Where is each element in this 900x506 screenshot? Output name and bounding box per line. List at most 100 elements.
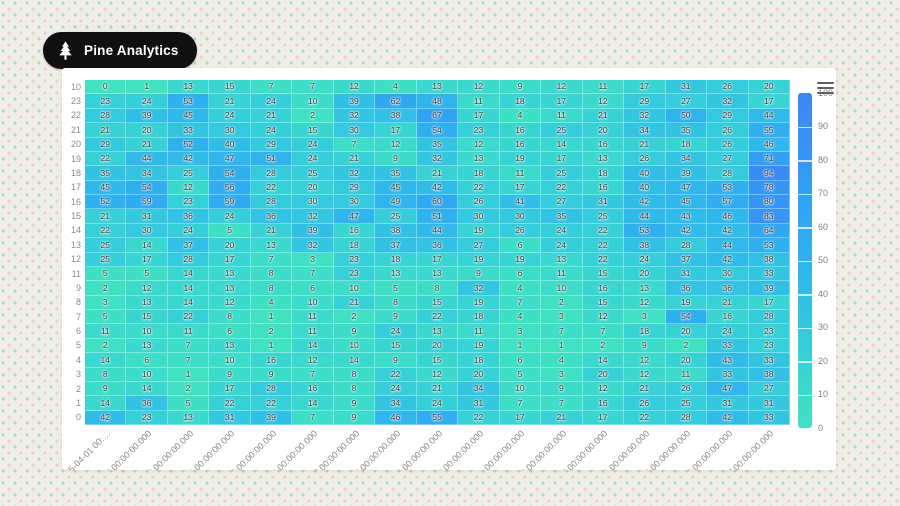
heatmap-cell[interactable]: 20: [624, 266, 666, 282]
heatmap-cell[interactable]: 22: [250, 180, 293, 195]
heatmap-cell[interactable]: 15: [416, 295, 459, 310]
heatmap-cell[interactable]: 16: [582, 180, 625, 195]
heatmap-cell[interactable]: 11: [167, 324, 210, 339]
heatmap-cell[interactable]: 42: [167, 151, 210, 167]
heatmap-cell[interactable]: 23: [85, 94, 127, 109]
heatmap-cell[interactable]: 30: [333, 123, 376, 138]
heatmap-cell[interactable]: 44: [748, 108, 790, 124]
heatmap-cell[interactable]: 25: [85, 252, 127, 267]
heatmap-cell[interactable]: 21: [416, 166, 459, 181]
heatmap-cell[interactable]: 22: [624, 410, 666, 425]
heatmap-cell[interactable]: 9: [333, 396, 376, 411]
heatmap-cell[interactable]: 22: [375, 367, 417, 382]
heatmap-cell[interactable]: 24: [541, 238, 583, 253]
heatmap-cell[interactable]: 12: [126, 281, 168, 296]
heatmap-cell[interactable]: 1: [250, 310, 293, 325]
heatmap-cell[interactable]: 54: [126, 180, 168, 195]
heatmap-cell[interactable]: 21: [250, 108, 293, 124]
heatmap-cell[interactable]: 17: [458, 108, 500, 124]
heatmap-cell[interactable]: 32: [292, 209, 334, 224]
heatmap-cell[interactable]: 34: [665, 151, 708, 167]
heatmap-cell[interactable]: 34: [624, 123, 666, 138]
heatmap-cell[interactable]: 43: [707, 353, 749, 368]
heatmap-cell[interactable]: 22: [582, 223, 625, 239]
heatmap-cell[interactable]: 1: [167, 367, 210, 382]
heatmap-cell[interactable]: 46: [707, 209, 749, 224]
heatmap-cell[interactable]: 28: [167, 252, 210, 267]
heatmap-cell[interactable]: 25: [167, 166, 210, 181]
heatmap-cell[interactable]: 18: [582, 166, 625, 181]
heatmap-cell[interactable]: 22: [458, 410, 500, 425]
heatmap-cell[interactable]: 54: [416, 123, 459, 138]
heatmap-cell[interactable]: 7: [499, 396, 542, 411]
heatmap-cell[interactable]: 2: [292, 108, 334, 124]
heatmap-cell[interactable]: 31: [665, 266, 708, 282]
heatmap-cell[interactable]: 22: [541, 180, 583, 195]
heatmap-cell[interactable]: 17: [126, 252, 168, 267]
heatmap-cell[interactable]: 39: [333, 94, 376, 109]
heatmap-cell[interactable]: 13: [458, 151, 500, 167]
heatmap-cell[interactable]: 36: [250, 209, 293, 224]
heatmap-cell[interactable]: 42: [707, 410, 749, 425]
heatmap-cell[interactable]: 1: [250, 338, 293, 354]
heatmap-cell[interactable]: 35: [85, 166, 127, 181]
heatmap-cell[interactable]: 27: [707, 151, 749, 167]
heatmap-cell[interactable]: 14: [292, 338, 334, 354]
heatmap-cell[interactable]: 12: [458, 137, 500, 152]
heatmap-cell[interactable]: 32: [416, 151, 459, 167]
heatmap-cell[interactable]: 23: [458, 123, 500, 138]
heatmap-cell[interactable]: 7: [582, 324, 625, 339]
heatmap-cell[interactable]: 13: [126, 338, 168, 354]
heatmap-cell[interactable]: 33: [167, 123, 210, 138]
heatmap-cell[interactable]: 59: [126, 195, 168, 210]
heatmap-cell[interactable]: 64: [748, 223, 790, 239]
heatmap-cell[interactable]: 8: [416, 281, 459, 296]
heatmap-cell[interactable]: 12: [375, 137, 417, 152]
heatmap-cell[interactable]: 27: [458, 238, 500, 253]
heatmap-cell[interactable]: 7: [541, 396, 583, 411]
heatmap-cell[interactable]: 83: [748, 209, 790, 224]
heatmap-cell[interactable]: 16: [499, 137, 542, 152]
heatmap-cell[interactable]: 19: [665, 295, 708, 310]
heatmap-cell[interactable]: 15: [582, 266, 625, 282]
heatmap-cell[interactable]: 3: [292, 252, 334, 267]
heatmap-cell[interactable]: 31: [209, 410, 251, 425]
heatmap-cell[interactable]: 2: [250, 324, 293, 339]
heatmap-cell[interactable]: 25: [292, 166, 334, 181]
heatmap-cell[interactable]: 8: [375, 295, 417, 310]
heatmap-cell[interactable]: 39: [250, 410, 293, 425]
heatmap-cell[interactable]: 15: [375, 338, 417, 354]
heatmap-cell[interactable]: 46: [748, 137, 790, 152]
heatmap-cell[interactable]: 45: [665, 195, 708, 210]
heatmap-cell[interactable]: 7: [499, 295, 542, 310]
heatmap-cell[interactable]: 3: [541, 367, 583, 382]
heatmap-cell[interactable]: 28: [85, 108, 127, 124]
heatmap-cell[interactable]: 14: [167, 295, 210, 310]
heatmap-cell[interactable]: 25: [85, 238, 127, 253]
heatmap-cell[interactable]: 16: [582, 137, 625, 152]
heatmap-cell[interactable]: 28: [250, 195, 293, 210]
heatmap-cell[interactable]: 15: [416, 353, 459, 368]
heatmap-cell[interactable]: 2: [85, 338, 127, 354]
heatmap-cell[interactable]: 17: [499, 410, 542, 425]
heatmap-cell[interactable]: 28: [250, 381, 293, 397]
heatmap-cell[interactable]: 3: [541, 310, 583, 325]
heatmap-cell[interactable]: 53: [707, 180, 749, 195]
heatmap-cell[interactable]: 52: [167, 137, 210, 152]
heatmap-cell[interactable]: 39: [748, 281, 790, 296]
heatmap-cell[interactable]: 13: [541, 252, 583, 267]
heatmap-cell[interactable]: 24: [541, 223, 583, 239]
heatmap-cell[interactable]: 26: [458, 195, 500, 210]
heatmap-cell[interactable]: 16: [499, 123, 542, 138]
heatmap-cell[interactable]: 23: [748, 338, 790, 354]
heatmap-cell[interactable]: 39: [292, 223, 334, 239]
heatmap-cell[interactable]: 14: [582, 353, 625, 368]
heatmap-cell[interactable]: 4: [499, 281, 542, 296]
heatmap-cell[interactable]: 62: [375, 94, 417, 109]
heatmap-cell[interactable]: 18: [665, 137, 708, 152]
heatmap-cell[interactable]: 4: [375, 80, 417, 95]
heatmap-cell[interactable]: 13: [582, 151, 625, 167]
heatmap-cell[interactable]: 22: [582, 252, 625, 267]
heatmap-cell[interactable]: 29: [333, 180, 376, 195]
heatmap-cell[interactable]: 44: [707, 238, 749, 253]
